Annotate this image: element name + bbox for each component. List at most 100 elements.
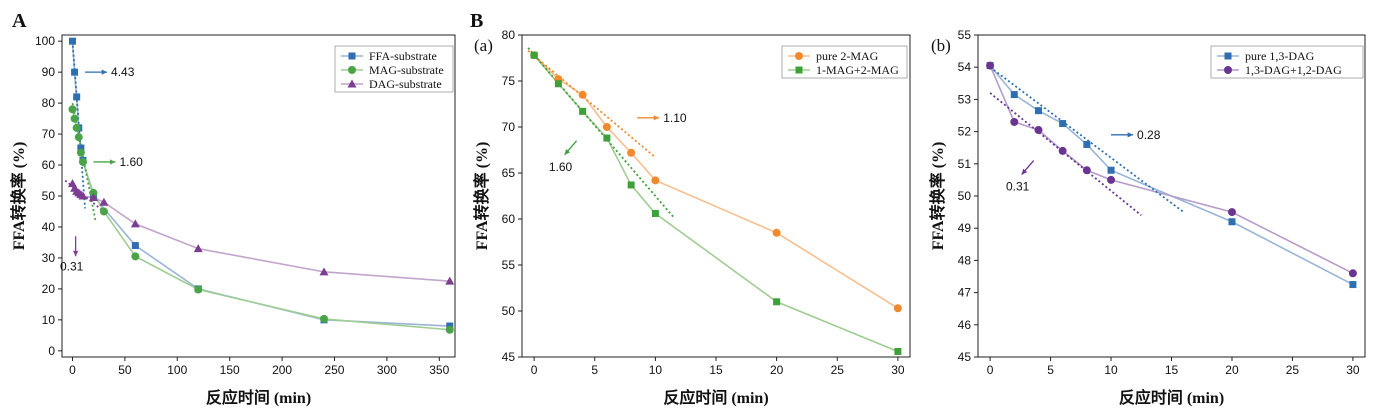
series-line bbox=[989, 65, 1354, 286]
arrow-head bbox=[73, 250, 79, 257]
legend-entry: 1-MAG+2-MAG bbox=[788, 63, 899, 77]
annotation-label: 0.31 bbox=[1006, 180, 1030, 194]
x-tick-label: 20 bbox=[770, 363, 784, 377]
x-tick-label: 100 bbox=[167, 363, 187, 377]
data-point bbox=[1058, 146, 1067, 155]
y-tick-label: 54 bbox=[958, 60, 972, 74]
data-point bbox=[347, 79, 357, 88]
y-tick-label: 52 bbox=[958, 125, 972, 139]
y-axis-label: FFA转换率 (%) bbox=[928, 142, 947, 251]
data-point bbox=[320, 314, 328, 323]
data-point bbox=[772, 228, 781, 237]
y-tick-label: 46 bbox=[958, 318, 972, 332]
data-point bbox=[1082, 166, 1091, 175]
slope-annotation: 0.28 bbox=[1111, 128, 1161, 142]
legend-box bbox=[1210, 45, 1364, 79]
data-point bbox=[1228, 218, 1236, 226]
data-point bbox=[445, 276, 455, 285]
x-tick-label: 15 bbox=[1165, 363, 1179, 377]
y-tick-label: 65 bbox=[502, 166, 516, 180]
data-point bbox=[68, 37, 76, 45]
data-point bbox=[99, 207, 108, 216]
data-point bbox=[193, 244, 203, 253]
slope-annotation: 1.10 bbox=[637, 111, 687, 125]
y-tick-label: 60 bbox=[502, 212, 516, 226]
data-point bbox=[194, 285, 203, 294]
data-point bbox=[348, 52, 356, 60]
y-tick-label: 48 bbox=[958, 253, 972, 267]
legend-label: DAG-substrate bbox=[369, 77, 442, 91]
data-point bbox=[319, 267, 329, 276]
legend-entry: MAG-substrate bbox=[341, 63, 444, 77]
arrow-head bbox=[101, 69, 108, 75]
x-tick-label: 5 bbox=[591, 363, 598, 377]
x-tick-label: 5 bbox=[1047, 363, 1054, 377]
legend-entry: pure 2-MAG bbox=[788, 49, 879, 63]
x-tick-label: 25 bbox=[1286, 363, 1300, 377]
plot-area bbox=[527, 47, 902, 355]
data-point bbox=[73, 93, 81, 101]
data-point bbox=[554, 80, 562, 88]
arrow-head bbox=[564, 148, 571, 155]
data-point bbox=[773, 298, 781, 306]
subpanel-label: (b) bbox=[931, 36, 951, 55]
y-tick-label: 55 bbox=[502, 258, 516, 272]
legend-box bbox=[781, 45, 908, 79]
x-tick-label: 0 bbox=[987, 363, 994, 377]
data-point bbox=[603, 134, 611, 142]
series-line bbox=[533, 54, 899, 309]
plot-frame bbox=[521, 34, 911, 358]
y-tick-label: 50 bbox=[958, 189, 972, 203]
series-line bbox=[71, 183, 450, 282]
y-tick-label: 51 bbox=[958, 157, 972, 171]
arrow-head bbox=[1127, 132, 1134, 138]
data-point bbox=[1034, 107, 1042, 115]
x-tick-label: 50 bbox=[118, 363, 132, 377]
data-point bbox=[74, 133, 83, 142]
y-tick-label: 47 bbox=[958, 286, 972, 300]
data-point bbox=[72, 123, 81, 132]
y-axis-label: FFA转换率 (%) bbox=[472, 142, 491, 251]
plot-area bbox=[986, 61, 1357, 289]
data-point bbox=[1010, 91, 1018, 99]
x-tick-label: 250 bbox=[324, 363, 344, 377]
annotation-label: 1.10 bbox=[663, 111, 687, 125]
arrow-head bbox=[110, 159, 116, 165]
data-point bbox=[1083, 140, 1091, 148]
panel-label: A bbox=[12, 10, 27, 32]
data-point bbox=[1348, 269, 1357, 278]
x-tick-label: 10 bbox=[1104, 363, 1118, 377]
x-tick-label: 200 bbox=[272, 363, 292, 377]
data-point bbox=[651, 209, 659, 217]
legend-entry: FFA-substrate bbox=[341, 49, 437, 63]
data-point bbox=[893, 304, 902, 313]
y-tick-label: 80 bbox=[42, 96, 56, 110]
y-tick-label: 49 bbox=[958, 221, 972, 235]
annotation-label: 0.31 bbox=[60, 259, 84, 273]
x-tick-label: 350 bbox=[429, 363, 449, 377]
data-point bbox=[795, 66, 803, 74]
fit-line bbox=[527, 49, 656, 159]
data-point bbox=[1107, 175, 1116, 184]
x-tick-label: 150 bbox=[220, 363, 240, 377]
slope-annotation: 4.43 bbox=[85, 65, 135, 79]
annotation-label: 0.28 bbox=[1137, 128, 1161, 142]
chart-panel: 0 5 10 15 20 25 30 45 50 55 60 65 70 75 80 反应时间 (min) FF… bbox=[470, 10, 911, 407]
y-tick-label: 50 bbox=[42, 189, 56, 203]
data-point bbox=[1227, 208, 1236, 217]
slope-annotation: 1.60 bbox=[93, 155, 143, 169]
y-tick-label: 55 bbox=[958, 28, 972, 42]
legend-label: pure 2-MAG bbox=[816, 49, 879, 63]
data-point bbox=[1107, 166, 1115, 174]
x-tick-label: 300 bbox=[377, 363, 397, 377]
y-tick-label: 100 bbox=[35, 34, 55, 48]
legend-entry: DAG-substrate bbox=[341, 77, 442, 91]
data-point bbox=[579, 107, 587, 115]
x-tick-label: 15 bbox=[709, 363, 723, 377]
y-tick-label: 80 bbox=[502, 28, 516, 42]
data-point bbox=[578, 90, 587, 99]
x-tick-label: 30 bbox=[891, 363, 905, 377]
data-point bbox=[78, 191, 88, 200]
y-tick-label: 20 bbox=[42, 282, 56, 296]
